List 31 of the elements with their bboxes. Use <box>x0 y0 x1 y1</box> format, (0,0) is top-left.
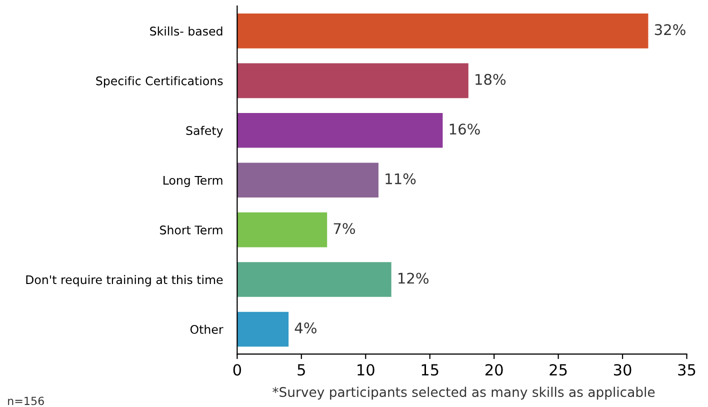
x-tick-label: 15 <box>422 364 438 376</box>
y-tick-label: Don't require training at this time <box>26 275 223 286</box>
x-tick-label: 5 <box>298 364 305 376</box>
y-tick-label: Long Term <box>164 176 222 188</box>
y-tick-label: Specific Certifications <box>96 76 223 88</box>
y-tick-label: Safety <box>186 126 223 138</box>
bar <box>237 212 328 248</box>
data-label: 32% <box>654 24 686 36</box>
bar <box>237 14 648 48</box>
y-tick-label: Short Term <box>160 225 222 234</box>
data-label: 7% <box>334 223 355 234</box>
text: n=156 <box>8 396 44 406</box>
data-label: 12% <box>398 272 428 284</box>
text: *Survey participants selected as many skills as applicable <box>272 386 655 400</box>
x-tick-label: 30 <box>614 364 632 376</box>
y-tick-label: Other <box>190 324 224 334</box>
x-tick-label: 0 <box>233 364 242 376</box>
data-label: 16% <box>450 124 480 135</box>
bar <box>237 162 378 198</box>
y-tick-label: Skills- based <box>150 26 222 36</box>
x-tick-label: 25 <box>550 364 567 376</box>
x-tick-label: 10 <box>358 364 374 376</box>
data-label: 4% <box>294 322 316 334</box>
bar <box>237 312 289 347</box>
data-label: 18% <box>476 74 506 85</box>
bar <box>237 112 443 148</box>
x-tick-label: 35 <box>678 364 696 376</box>
x-tick-label: 20 <box>485 364 503 376</box>
bar <box>237 262 392 297</box>
bar <box>237 63 468 98</box>
data-label: 11% <box>386 173 416 184</box>
